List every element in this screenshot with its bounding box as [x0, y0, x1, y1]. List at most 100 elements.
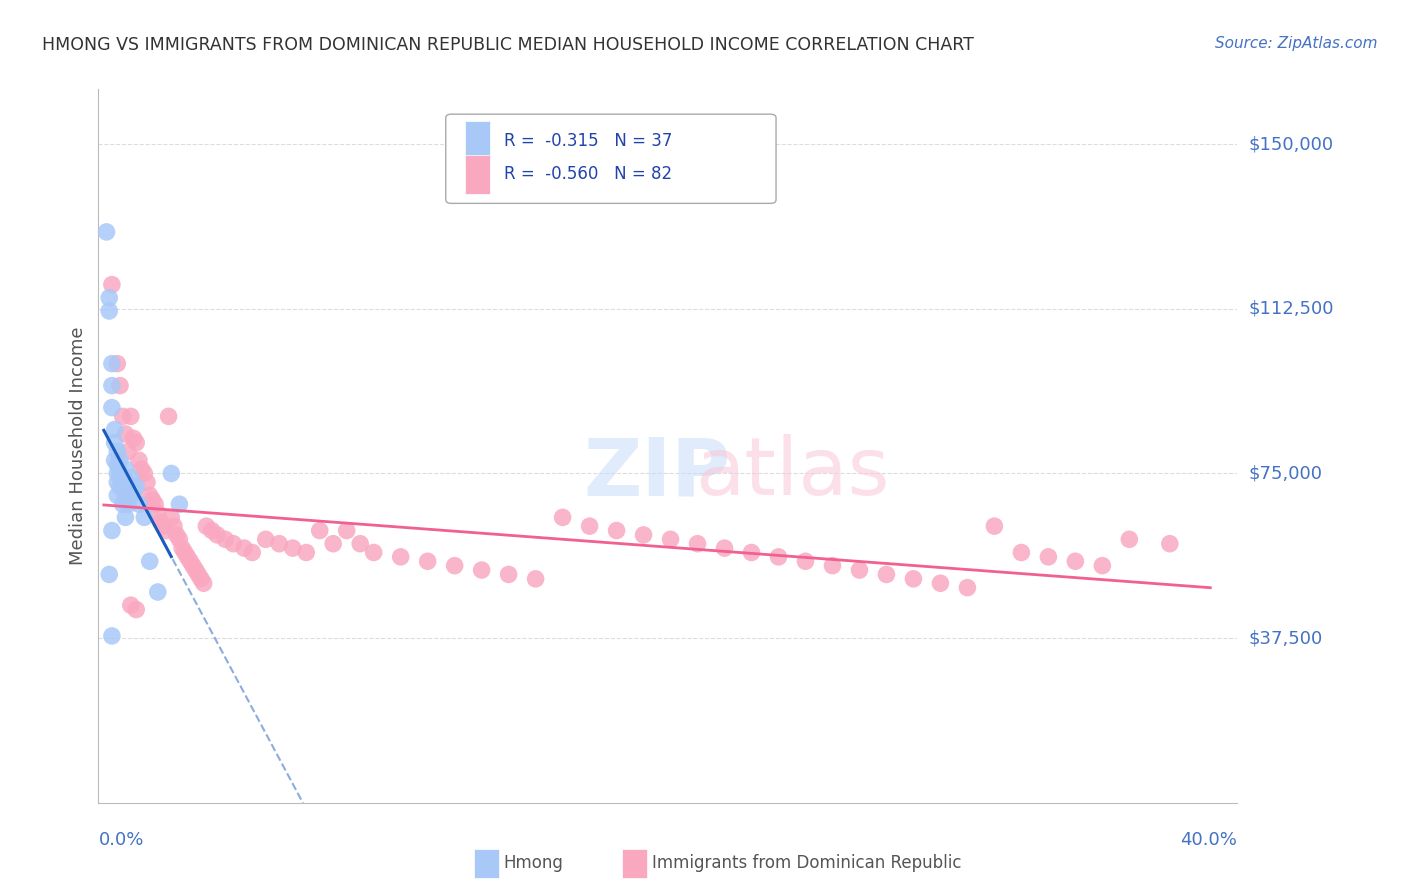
Point [551, 510, 574, 524]
Point [101, 401, 124, 415]
Point [146, 585, 169, 599]
Point [349, 537, 371, 551]
Point [104, 423, 127, 437]
Point [821, 558, 844, 573]
Point [659, 533, 682, 547]
Point [363, 545, 385, 559]
Point [166, 528, 188, 542]
Point [149, 515, 172, 529]
Point [101, 524, 124, 538]
Point [125, 602, 148, 616]
Point [240, 545, 263, 559]
Point [101, 357, 124, 371]
Point [120, 409, 142, 424]
Point [143, 497, 166, 511]
Point [498, 567, 520, 582]
Point [101, 277, 124, 292]
Point [768, 549, 790, 564]
Point [169, 497, 191, 511]
Text: $112,500: $112,500 [1249, 300, 1334, 318]
Point [741, 545, 763, 559]
Point [131, 462, 153, 476]
Point [187, 567, 209, 582]
Bar [474, 849, 499, 878]
Point [172, 541, 194, 555]
Point [713, 541, 735, 555]
Point [281, 541, 304, 555]
Text: R =  -0.560   N = 82: R = -0.560 N = 82 [503, 166, 672, 184]
Point [120, 488, 142, 502]
Point [111, 497, 134, 511]
Point [98, 291, 121, 305]
Point [336, 524, 359, 538]
Point [389, 549, 412, 564]
Point [122, 431, 145, 445]
Point [1038, 549, 1060, 564]
Point [443, 558, 465, 573]
Text: 0.0%: 0.0% [98, 831, 143, 849]
Point [322, 537, 344, 551]
Point [134, 510, 156, 524]
Point [1118, 533, 1140, 547]
Point [848, 563, 870, 577]
Point [794, 554, 817, 568]
Point [903, 572, 925, 586]
Text: R =  -0.315   N = 37: R = -0.315 N = 37 [503, 132, 672, 150]
Text: Hmong: Hmong [503, 855, 564, 872]
Point [104, 435, 127, 450]
Point [101, 378, 124, 392]
Point [122, 483, 145, 498]
Point [125, 480, 148, 494]
Text: Immigrants from Dominican Republic: Immigrants from Dominican Republic [652, 855, 962, 872]
Text: HMONG VS IMMIGRANTS FROM DOMINICAN REPUBLIC MEDIAN HOUSEHOLD INCOME CORRELATION : HMONG VS IMMIGRANTS FROM DOMINICAN REPUB… [42, 36, 974, 54]
Point [205, 528, 228, 542]
Point [114, 488, 136, 502]
Point [233, 541, 256, 555]
Point [146, 506, 169, 520]
Point [269, 537, 291, 551]
Point [108, 467, 131, 481]
Bar [623, 849, 647, 878]
Point [128, 453, 150, 467]
Point [114, 462, 136, 476]
Text: 40.0%: 40.0% [1181, 831, 1237, 849]
Point [195, 519, 218, 533]
Point [956, 581, 979, 595]
Point [128, 497, 150, 511]
Point [105, 488, 128, 502]
Point [108, 480, 131, 494]
Point [214, 533, 236, 547]
Point [101, 629, 124, 643]
Text: $150,000: $150,000 [1249, 135, 1334, 153]
Point [169, 533, 191, 547]
Point [120, 598, 142, 612]
Point [173, 545, 195, 559]
Point [471, 563, 494, 577]
Point [117, 475, 139, 490]
Point [96, 225, 118, 239]
Point [105, 444, 128, 458]
Point [111, 471, 134, 485]
Point [578, 519, 600, 533]
Point [633, 528, 655, 542]
Point [105, 458, 128, 472]
Point [108, 378, 131, 392]
Point [524, 572, 547, 586]
FancyBboxPatch shape [446, 114, 776, 203]
Point [105, 467, 128, 481]
Point [1064, 554, 1087, 568]
Point [254, 533, 277, 547]
Point [114, 510, 136, 524]
Bar [465, 155, 491, 194]
Text: ZIP: ZIP [583, 434, 731, 512]
Point [120, 471, 142, 485]
Point [184, 563, 207, 577]
Point [114, 483, 136, 498]
Point [163, 519, 186, 533]
Point [155, 524, 177, 538]
Point [98, 567, 121, 582]
Text: Source: ZipAtlas.com: Source: ZipAtlas.com [1215, 36, 1378, 51]
Point [141, 492, 163, 507]
Point [1159, 537, 1181, 551]
Point [157, 409, 180, 424]
